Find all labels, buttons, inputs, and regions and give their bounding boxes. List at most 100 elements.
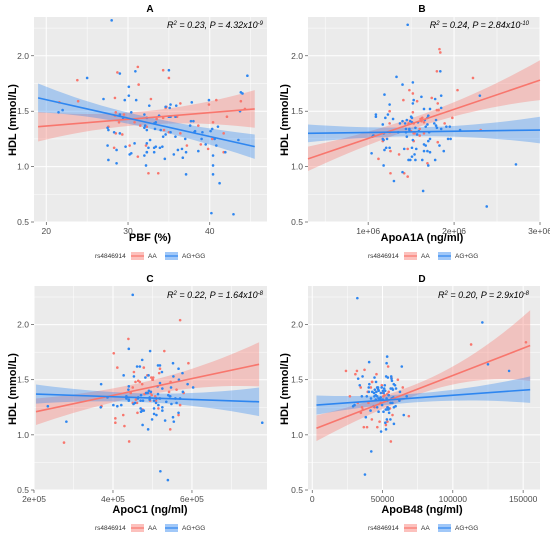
- data-point: [169, 130, 172, 134]
- data-point: [142, 366, 146, 369]
- data-point: [164, 105, 167, 109]
- x-tick-label: 0: [310, 494, 315, 504]
- data-point: [184, 150, 188, 154]
- data-point: [157, 407, 160, 410]
- stat-annotation: R2 = 0.20, P = 2.9x10-8: [438, 290, 530, 300]
- data-point: [143, 154, 146, 157]
- data-point: [385, 418, 389, 421]
- data-point: [367, 360, 371, 364]
- data-point: [145, 150, 149, 154]
- data-point: [197, 149, 200, 153]
- data-point: [391, 413, 394, 417]
- legend-title: rs4846914: [368, 253, 399, 260]
- x-axis-title: PBF (%): [129, 232, 172, 244]
- regression-line: [307, 129, 541, 135]
- data-point: [129, 151, 133, 155]
- data-point: [218, 181, 221, 185]
- data-point: [415, 133, 419, 136]
- data-point: [426, 164, 430, 167]
- data-point: [406, 175, 409, 178]
- data-point: [374, 115, 378, 119]
- data-point: [210, 211, 213, 215]
- data-point: [381, 123, 385, 126]
- data-point: [415, 99, 419, 103]
- y-tick-label: 2.0: [291, 320, 303, 330]
- x-axis-title: ApoC1 (ng/ml): [112, 504, 187, 516]
- data-point: [434, 124, 438, 127]
- data-point: [207, 103, 211, 106]
- regression-line: [307, 79, 541, 160]
- data-point: [135, 401, 139, 405]
- data-point: [175, 388, 178, 391]
- data-point: [138, 365, 142, 368]
- data-point: [65, 420, 68, 423]
- data-point: [171, 415, 175, 419]
- confidence-band: [316, 376, 531, 415]
- data-point: [135, 365, 139, 368]
- data-point: [391, 401, 394, 405]
- data-point: [116, 366, 119, 369]
- data-point: [123, 424, 126, 428]
- data-point: [394, 404, 397, 408]
- panel-letter: C: [146, 274, 153, 285]
- data-point: [364, 415, 368, 419]
- y-tick-label: 2.0: [17, 320, 29, 330]
- data-point: [131, 386, 135, 389]
- regression-line: [316, 344, 531, 429]
- data-point: [386, 420, 389, 423]
- data-point: [143, 113, 146, 116]
- data-point: [385, 397, 388, 400]
- data-point: [164, 133, 167, 136]
- data-point: [401, 170, 404, 174]
- data-point: [161, 145, 164, 148]
- data-point: [143, 124, 147, 127]
- data-point: [382, 410, 385, 414]
- data-point: [145, 128, 149, 132]
- data-point: [142, 409, 146, 412]
- data-point: [121, 413, 125, 417]
- data-point: [406, 23, 409, 27]
- regression-line: [37, 97, 255, 148]
- data-point: [197, 124, 200, 127]
- x-tick-label: 150000: [509, 494, 538, 504]
- data-point: [145, 142, 149, 145]
- data-point: [377, 157, 380, 161]
- data-point: [159, 128, 163, 132]
- data-point: [132, 370, 136, 374]
- data-point: [422, 149, 426, 153]
- data-point: [369, 397, 373, 400]
- data-point: [119, 403, 123, 407]
- data-point: [524, 340, 528, 344]
- data-point: [127, 385, 131, 388]
- data-point: [161, 405, 164, 409]
- y-tick-label: 1.0: [291, 162, 303, 172]
- panel-b: B R2 = 0.24, P = 2.84x10-10 ApoA1A (ng/m…: [279, 4, 550, 244]
- data-point: [113, 96, 117, 100]
- data-point: [405, 118, 409, 122]
- regression-line: [35, 393, 260, 403]
- data-point: [115, 148, 118, 152]
- data-point: [362, 425, 366, 429]
- data-point: [136, 411, 139, 415]
- legend-label-aa: AA: [421, 253, 430, 260]
- data-point: [209, 129, 212, 133]
- data-point: [169, 103, 172, 106]
- data-point: [222, 132, 225, 135]
- data-point: [118, 132, 122, 135]
- data-point: [199, 143, 203, 146]
- data-point: [438, 144, 441, 147]
- data-point: [382, 391, 385, 395]
- p-exponent: -8: [524, 291, 530, 297]
- data-point: [237, 138, 240, 142]
- x-tick-label: 100000: [439, 494, 468, 504]
- data-point: [448, 125, 452, 129]
- data-point: [139, 393, 143, 397]
- data-point: [211, 120, 215, 124]
- data-point: [136, 379, 140, 383]
- data-point: [449, 137, 452, 141]
- data-point: [201, 130, 204, 134]
- legend-label-agg: AG+GG: [455, 253, 478, 260]
- data-point: [76, 99, 80, 103]
- data-point: [127, 85, 131, 89]
